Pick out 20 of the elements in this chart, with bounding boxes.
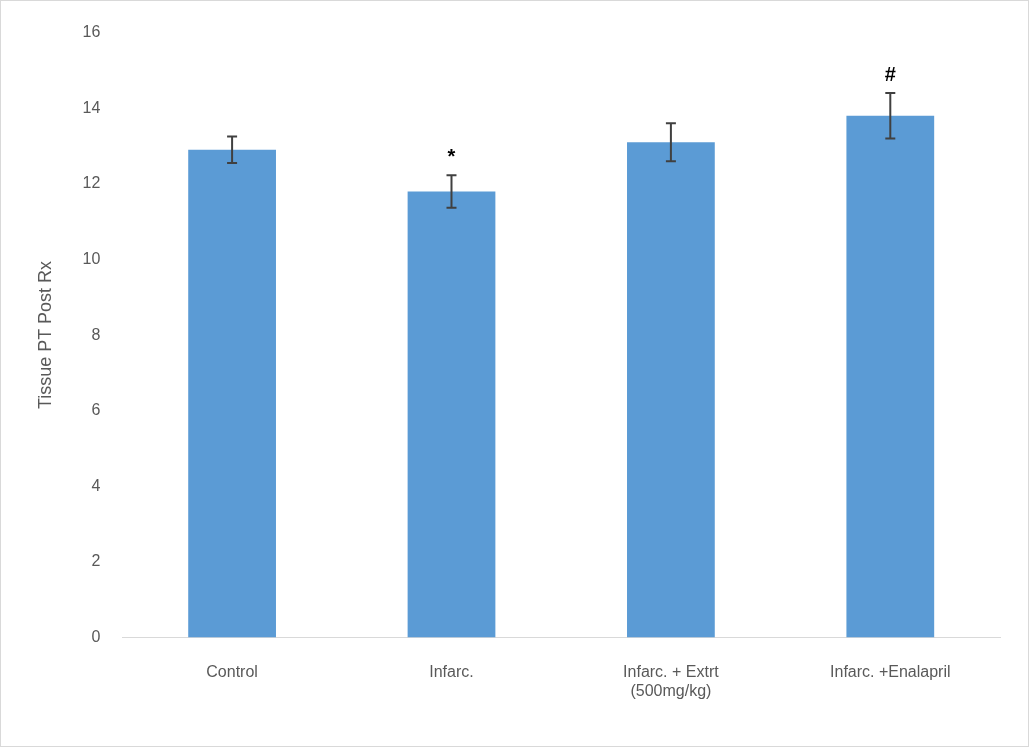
x-tick-label: Infarc. +Enalapril bbox=[830, 662, 951, 680]
bar bbox=[188, 149, 276, 638]
y-tick-label: 10 bbox=[82, 249, 101, 267]
bar bbox=[407, 191, 496, 638]
x-tick-label: Control bbox=[206, 662, 258, 680]
y-tick-label: 12 bbox=[82, 174, 101, 192]
annotation: * bbox=[447, 144, 456, 167]
y-tick-label: 14 bbox=[82, 98, 101, 116]
bar bbox=[846, 115, 935, 638]
annotation: # bbox=[884, 62, 896, 85]
x-tick-label: Infarc. + Extrt (500mg/kg) bbox=[623, 662, 720, 699]
x-tick-label: Infarc. bbox=[429, 662, 474, 680]
bar bbox=[627, 142, 715, 638]
y-tick-label: 2 bbox=[91, 552, 101, 570]
y-tick-label: 16 bbox=[82, 23, 101, 41]
y-tick-label: 0 bbox=[91, 628, 101, 646]
y-tick-label: 6 bbox=[91, 401, 101, 419]
y-axis-title: Tissue PT Post Rx bbox=[34, 261, 55, 410]
y-tick-label: 4 bbox=[91, 476, 101, 494]
y-tick-label: 8 bbox=[91, 325, 101, 343]
